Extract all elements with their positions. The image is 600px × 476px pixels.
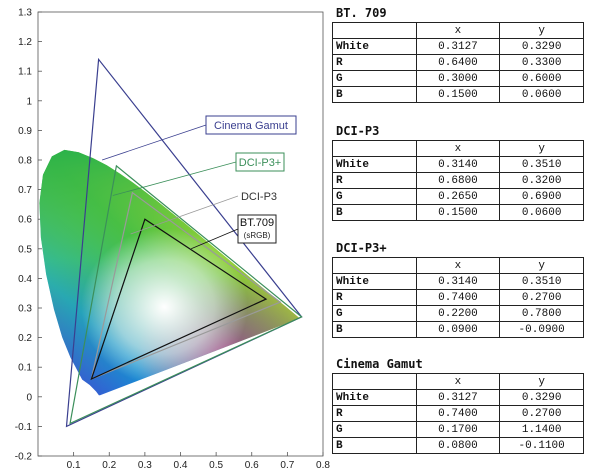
table-row: R 0.6400 0.3300 <box>332 54 584 71</box>
cinema-gamut-triangle <box>65 57 303 428</box>
table-row: G 0.1700 1.1400 <box>332 421 584 438</box>
dci-p3-callout-box <box>235 152 285 172</box>
y-tick-label: 0.7 <box>18 185 32 196</box>
x-tick-label: 0.5 <box>209 460 223 471</box>
table-title: BT. 709 <box>336 6 387 20</box>
cinema-gamut-label: Cinema Gamut <box>214 120 288 132</box>
gamut-callouts: Cinema Gamut DCI-P3+ DCI-P3 BT.709 (sRGB) <box>101 115 297 250</box>
table-row: G 0.2650 0.6900 <box>332 188 584 205</box>
y-tick-label: 0.4 <box>18 274 32 285</box>
table-row: B 0.0800 -0.1100 <box>332 437 584 454</box>
y-tick-label: 0.5 <box>18 244 32 255</box>
y-tick-label: 1.3 <box>18 8 32 19</box>
x-tick-label: 0.6 <box>245 460 259 471</box>
y-tick-label: -0.2 <box>15 452 33 463</box>
bt-709-triangle <box>90 218 268 381</box>
y-tick-label: 0.2 <box>18 333 32 344</box>
table-row: White 0.3127 0.3290 <box>332 38 584 55</box>
bt-709-callout-box <box>237 214 277 244</box>
x-tick-label: 0.7 <box>280 460 294 471</box>
gamut-triangles <box>65 57 303 428</box>
x-tick-label: 0.2 <box>102 460 116 471</box>
y-tick-label: 1.1 <box>18 67 32 78</box>
x-tick-label: 0.4 <box>174 460 188 471</box>
table-title: DCI-P3 <box>336 124 380 138</box>
table-row: G 0.3000 0.6000 <box>332 70 584 87</box>
table-row: B 0.1500 0.0600 <box>332 86 584 103</box>
table-row: G 0.2200 0.7800 <box>332 305 584 322</box>
y-tick-label: 1 <box>26 96 32 107</box>
x-tick-label: 0.1 <box>67 460 81 471</box>
table-title: Cinema Gamut <box>336 357 423 371</box>
y-axis: -0.2 -0.1 0 0.1 0.2 0.3 0.4 0.5 0.6 0.7 0.8 0.9 1 1.1… <box>15 8 42 463</box>
table-title: DCI-P3+ <box>336 241 387 255</box>
cie-chromaticity-chart: -0.2 -0.1 0 0.1 0.2 0.3 0.4 0.5 0.6 0.7 0.8 0.9 1 1.1… <box>15 8 330 472</box>
dci-p3-callout-box <box>238 188 280 204</box>
spectral-locus <box>39 149 300 396</box>
y-tick-label: 0 <box>26 392 32 403</box>
y-tick-label: -0.1 <box>15 422 33 433</box>
dci-p3-leader-line <box>130 195 239 235</box>
table-row: R 0.7400 0.2700 <box>332 405 584 422</box>
y-tick-label: 0.1 <box>18 363 32 374</box>
x-tick-label: 0.8 <box>316 460 330 471</box>
bt-709-label: BT.709 <box>240 217 274 229</box>
table-row: B 0.0900 -0.0900 <box>332 321 584 338</box>
dci-p3-label: DCI-P3 <box>241 191 277 203</box>
y-tick-label: 0.6 <box>18 215 32 226</box>
cinema-gamut-leader-line <box>101 124 207 161</box>
table-row: R 0.6800 0.3200 <box>332 172 584 189</box>
table-row: B 0.1500 0.0600 <box>332 204 584 221</box>
dci-p3-leader-line <box>112 161 237 196</box>
x-axis: 0.1 0.2 0.3 0.4 0.5 0.6 0.7 0.8 <box>67 452 330 471</box>
cinema-gamut-callout-box <box>205 115 297 135</box>
spectral-locus-white-glow <box>39 149 300 396</box>
y-tick-label: 0.8 <box>18 156 32 167</box>
x-tick-label: 0.3 <box>138 460 152 471</box>
dci-p3-triangle <box>90 191 282 380</box>
dci-p3-label: DCI-P3+ <box>239 157 282 169</box>
table-row: R 0.7400 0.2700 <box>332 289 584 306</box>
y-tick-label: 1.2 <box>18 37 32 48</box>
y-tick-label: 0.9 <box>18 126 32 137</box>
table-row: White 0.3140 0.3510 <box>332 273 584 290</box>
bt-709-sublabel: (sRGB) <box>244 231 271 240</box>
table-row: White 0.3140 0.3510 <box>332 156 584 173</box>
y-tick-label: 0.3 <box>18 304 32 315</box>
table-row: White 0.3127 0.3290 <box>332 389 584 406</box>
bt-709-leader-line <box>191 228 239 250</box>
